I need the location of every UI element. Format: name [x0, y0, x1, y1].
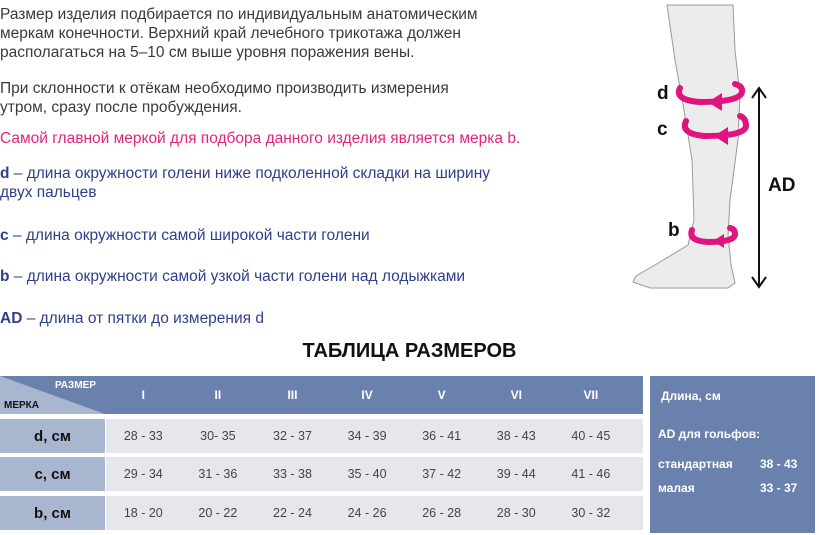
text-line: располагаться на 5–10 см выше уровня пор… [0, 44, 415, 61]
def-key: c [0, 227, 9, 244]
definition-b: b – длина окружности самой узкой части г… [0, 267, 465, 286]
cell: 32 - 37 [273, 429, 312, 443]
table-row: 28 - 33 30- 35 32 - 37 34 - 39 36 - 41 38 - 4… [106, 419, 643, 453]
def-key: AD [0, 310, 23, 327]
def-text: – длина окружности самой узкой части гол… [9, 268, 466, 285]
ring-c [681, 113, 750, 140]
ring-d [676, 81, 746, 106]
cell: 37 - 42 [422, 467, 462, 481]
leg-diagram: d c b AD [632, 4, 795, 289]
label-b: b [668, 220, 680, 241]
def-key: d [0, 165, 10, 182]
cell: 30 - 32 [571, 506, 611, 520]
size-header: II [214, 388, 222, 402]
intro-paragraph: Размер изделия подбирается по индивидуал… [0, 5, 478, 62]
corner-measure-label: МЕРКА [4, 400, 39, 411]
label-d: d [657, 83, 669, 104]
row-label-b: b, см [0, 496, 105, 530]
cell: 36 - 41 [422, 429, 462, 443]
cell: 41 - 46 [571, 467, 611, 481]
length-label: стандартная [658, 457, 733, 471]
table-row: 18 - 20 20 - 22 22 - 24 24 - 26 26 - 28 28 - … [106, 496, 643, 530]
table-header: I II III IV V VI VII [0, 376, 643, 414]
label-ad: AD [768, 175, 795, 196]
definition-c: c – длина окружности самой широкой части… [0, 226, 370, 245]
definition-d: d – длина окружности голени ниже подколе… [0, 164, 490, 202]
size-header: VI [510, 388, 522, 402]
cell: 38 - 43 [496, 429, 536, 443]
def-text: – длина от пятки до измерения d [22, 310, 264, 327]
cell: 39 - 44 [496, 467, 536, 481]
row-label-d: d, см [0, 419, 105, 453]
corner-size-label: РАЗМЕР [55, 380, 96, 391]
size-header: III [287, 388, 298, 402]
size-header: I [141, 388, 145, 402]
def-text: – длина окружности самой широкой части г… [8, 227, 370, 244]
row-label-c: c, см [0, 457, 105, 491]
table-title: ТАБЛИЦА РАЗМЕРОВ [302, 340, 517, 362]
cell: 28 - 30 [496, 506, 536, 520]
size-header: IV [361, 388, 373, 402]
measure-rings [676, 81, 750, 246]
definition-ad: AD – длина от пятки до измерения d [0, 309, 264, 328]
cell: 34 - 39 [347, 429, 387, 443]
arrow-heads [708, 93, 728, 248]
size-header: V [437, 388, 446, 402]
text-line: утром, сразу после пробуждения. [0, 99, 242, 116]
length-value: 33 - 37 [760, 481, 798, 495]
cell: 20 - 22 [198, 506, 238, 520]
cell: 35 - 40 [347, 467, 387, 481]
def-key: b [0, 268, 10, 285]
cell: 26 - 28 [422, 506, 462, 520]
cell: 33 - 38 [273, 467, 312, 481]
size-header: VII [583, 388, 599, 402]
length-subtitle: AD для гольфов: [658, 427, 761, 441]
corner-diagonal [0, 376, 105, 414]
cell: 22 - 24 [273, 506, 312, 520]
cell: 29 - 34 [123, 467, 163, 481]
cell: 40 - 45 [571, 429, 611, 443]
cell: 24 - 26 [347, 506, 387, 520]
length-value: 38 - 43 [760, 457, 798, 471]
text-line: При склонности к отёкам необходимо произ… [0, 80, 449, 97]
length-label: малая [658, 481, 695, 495]
def-text: – длина окружности голени ниже подколенн… [9, 165, 491, 182]
leg-illustration [632, 4, 741, 289]
def-text: двух пальцев [0, 184, 97, 201]
cell: 30- 35 [200, 429, 236, 443]
table-row: 29 - 34 31 - 36 33 - 38 35 - 40 37 - 42 39 - … [106, 457, 643, 491]
cell: 31 - 36 [198, 467, 238, 481]
text-line: Размер изделия подбирается по индивидуал… [0, 6, 478, 23]
cell: 18 - 20 [123, 506, 163, 520]
ring-b [688, 225, 739, 246]
ad-arrow [751, 86, 767, 289]
highlight-note: Самой главной меркой для подбора данного… [0, 130, 521, 147]
size-headers: I II III IV V VI VII [106, 376, 628, 414]
length-panel: Длина, см AD для гольфов: стандартная 38… [650, 376, 815, 533]
text-line: меркам конечности. Верхний край лечебног… [0, 25, 461, 42]
cell: 28 - 33 [123, 429, 163, 443]
edema-paragraph: При склонности к отёкам необходимо произ… [0, 79, 449, 117]
length-title: Длина, см [661, 389, 721, 403]
label-c: c [657, 119, 668, 140]
